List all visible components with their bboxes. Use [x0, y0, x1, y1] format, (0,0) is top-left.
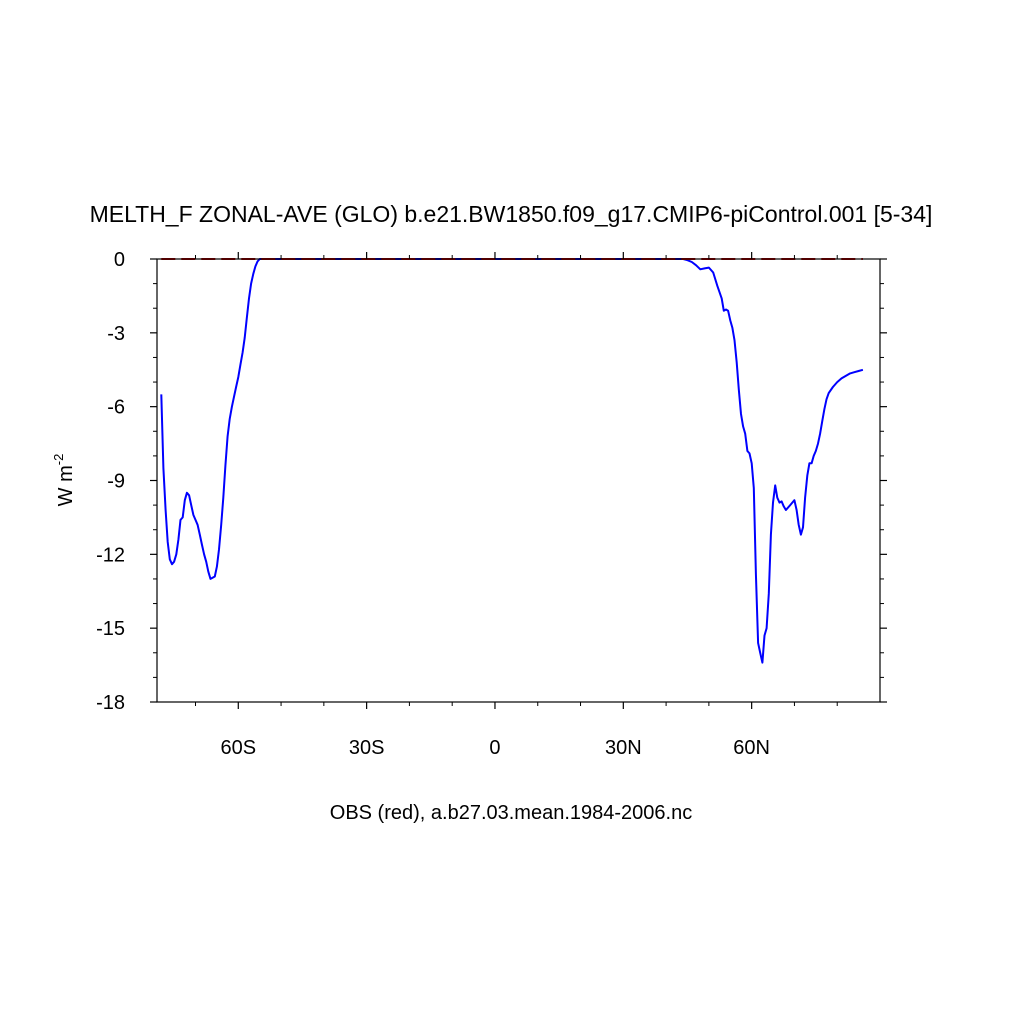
- plot-area: [160, 258, 864, 664]
- x-tick-label: 30S: [349, 737, 385, 759]
- x-tick-label: 30N: [605, 737, 642, 759]
- y-axis-label-base: W m: [55, 465, 77, 506]
- plot-frame: [156, 258, 881, 703]
- y-tick-label: -18: [96, 692, 125, 714]
- chart-title: MELTH_F ZONAL-AVE (GLO) b.e21.BW1850.f09…: [90, 201, 933, 227]
- y-axis-label: W m-2: [51, 454, 77, 507]
- y-tick-label: 0: [114, 249, 125, 271]
- x-axis-label: OBS (red), a.b27.03.mean.1984-2006.nc: [330, 802, 692, 824]
- series-line-0: [160, 258, 864, 664]
- y-tick-label: -6: [107, 397, 125, 419]
- y-tick-label: -9: [107, 471, 125, 493]
- x-tick-label: 60N: [733, 737, 770, 759]
- x-tick-label: 60S: [220, 737, 256, 759]
- y-tick-label: -15: [96, 618, 125, 640]
- x-tick-label: 0: [489, 737, 500, 759]
- y-tick-label: -3: [107, 323, 125, 345]
- axes: 0 -3 -6 -9 -12 -15 -18 60S 30S 0 30N 60N: [96, 249, 887, 759]
- y-tick-label: -12: [96, 544, 125, 566]
- y-axis-label-superscript: -2: [51, 454, 66, 466]
